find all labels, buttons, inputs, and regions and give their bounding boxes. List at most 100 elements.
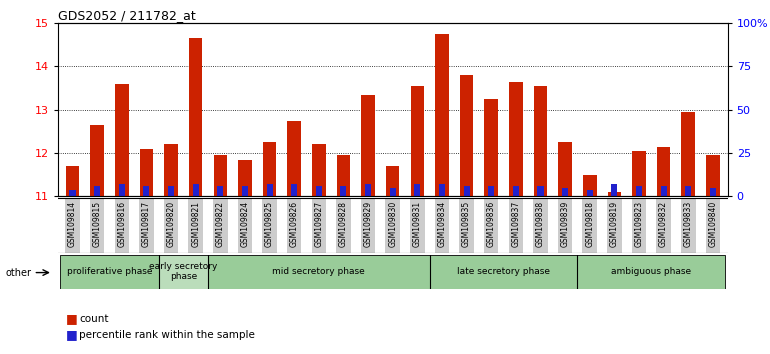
Bar (439, 184, 445, 196)
Bar (115, 84, 129, 196)
Text: GSM109837: GSM109837 (511, 201, 521, 247)
Bar (189, 38, 203, 196)
FancyBboxPatch shape (115, 198, 129, 253)
Text: GSM109821: GSM109821 (191, 201, 200, 247)
Text: GSM109832: GSM109832 (659, 201, 668, 247)
Bar (460, 75, 474, 196)
FancyBboxPatch shape (312, 198, 326, 253)
Text: GSM109818: GSM109818 (585, 201, 594, 247)
FancyBboxPatch shape (656, 198, 671, 253)
Bar (636, 186, 642, 196)
Bar (414, 184, 420, 196)
Text: GSM109819: GSM109819 (610, 201, 619, 247)
Bar (583, 175, 597, 196)
Bar (90, 125, 104, 196)
Text: GSM109824: GSM109824 (240, 201, 249, 247)
Bar (217, 186, 223, 196)
Text: percentile rank within the sample: percentile rank within the sample (79, 330, 255, 339)
Text: mid secretory phase: mid secretory phase (273, 267, 365, 276)
Bar (685, 186, 691, 196)
FancyBboxPatch shape (631, 198, 646, 253)
FancyBboxPatch shape (90, 198, 105, 253)
Text: GSM109829: GSM109829 (363, 201, 373, 247)
FancyBboxPatch shape (484, 198, 498, 253)
Bar (192, 184, 199, 196)
Text: GSM109839: GSM109839 (561, 201, 570, 247)
Text: GSM109827: GSM109827 (314, 201, 323, 247)
Text: GSM109833: GSM109833 (684, 201, 693, 247)
FancyBboxPatch shape (681, 198, 695, 253)
Bar (706, 155, 720, 196)
Bar (365, 184, 371, 196)
FancyBboxPatch shape (607, 198, 621, 253)
Bar (263, 142, 276, 196)
FancyBboxPatch shape (435, 198, 449, 253)
FancyBboxPatch shape (533, 198, 547, 253)
Bar (94, 186, 100, 196)
Bar (213, 155, 227, 196)
FancyBboxPatch shape (582, 198, 597, 253)
FancyBboxPatch shape (263, 198, 277, 253)
Bar (390, 188, 396, 196)
Bar (291, 184, 297, 196)
Text: count: count (79, 314, 109, 324)
Bar (361, 95, 375, 196)
Text: late secretory phase: late secretory phase (457, 267, 550, 276)
Bar (509, 81, 523, 196)
Bar (484, 99, 498, 196)
Bar (312, 144, 326, 196)
Text: GSM109830: GSM109830 (388, 201, 397, 247)
FancyBboxPatch shape (508, 198, 523, 253)
Bar (681, 112, 695, 196)
Bar (69, 189, 75, 196)
Bar (266, 184, 273, 196)
Text: GSM109834: GSM109834 (437, 201, 447, 247)
Text: GDS2052 / 211782_at: GDS2052 / 211782_at (58, 9, 196, 22)
Bar (513, 186, 519, 196)
FancyBboxPatch shape (238, 198, 253, 253)
Bar (562, 188, 568, 196)
Text: GSM109838: GSM109838 (536, 201, 545, 247)
Text: GSM109815: GSM109815 (92, 201, 102, 247)
Text: ■: ■ (65, 328, 77, 341)
FancyBboxPatch shape (139, 198, 154, 253)
Bar (632, 151, 646, 196)
Text: GSM109835: GSM109835 (462, 201, 471, 247)
Text: GSM109836: GSM109836 (487, 201, 496, 247)
Bar (410, 86, 424, 196)
FancyBboxPatch shape (65, 198, 80, 253)
Text: early secretory
phase: early secretory phase (149, 262, 218, 281)
Bar (164, 144, 178, 196)
Bar (386, 166, 400, 196)
Text: GSM109831: GSM109831 (413, 201, 422, 247)
Bar (537, 186, 544, 196)
FancyBboxPatch shape (60, 255, 159, 289)
FancyBboxPatch shape (386, 198, 400, 253)
Bar (657, 147, 671, 196)
Bar (464, 186, 470, 196)
Bar (435, 34, 449, 196)
FancyBboxPatch shape (208, 255, 430, 289)
Bar (611, 184, 618, 196)
Text: GSM109825: GSM109825 (265, 201, 274, 247)
FancyBboxPatch shape (430, 255, 578, 289)
Text: GSM109840: GSM109840 (708, 201, 718, 247)
Bar (287, 121, 301, 196)
Text: GSM109828: GSM109828 (339, 201, 348, 247)
Bar (242, 186, 248, 196)
FancyBboxPatch shape (287, 198, 301, 253)
Bar (316, 186, 322, 196)
Bar (558, 142, 572, 196)
Bar (661, 186, 667, 196)
FancyBboxPatch shape (578, 255, 725, 289)
Bar (710, 188, 716, 196)
Bar (488, 186, 494, 196)
Bar (139, 149, 153, 196)
Bar (168, 186, 174, 196)
Text: ambiguous phase: ambiguous phase (611, 267, 691, 276)
Text: GSM109816: GSM109816 (117, 201, 126, 247)
FancyBboxPatch shape (164, 198, 179, 253)
FancyBboxPatch shape (336, 198, 350, 253)
Text: GSM109822: GSM109822 (216, 201, 225, 247)
Bar (238, 160, 252, 196)
